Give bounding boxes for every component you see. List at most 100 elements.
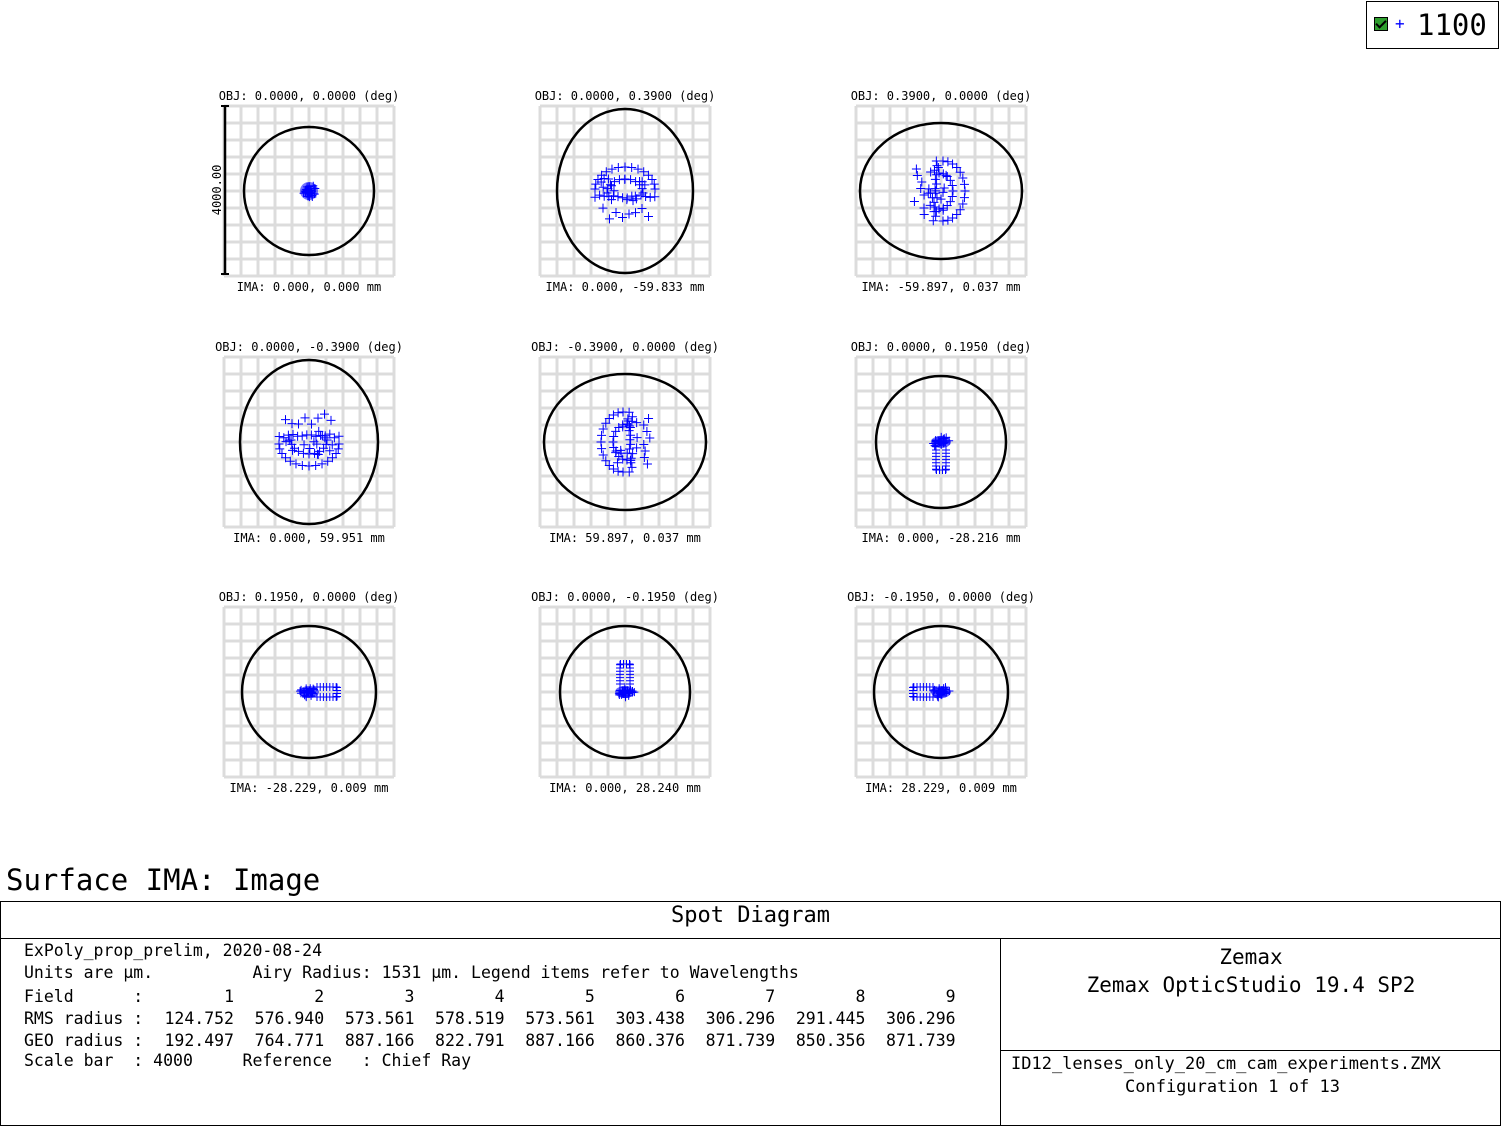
spot-marker: [326, 415, 336, 425]
spot-marker: [955, 205, 965, 215]
spot-marker: [285, 456, 295, 466]
spot-marker: [320, 433, 330, 443]
obj-label: OBJ: -0.1950, 0.0000 (deg): [847, 590, 1035, 604]
spot-marker: [637, 204, 647, 214]
spot-marker: [608, 410, 618, 420]
spot-marker: [627, 462, 637, 472]
spot-marker: [302, 430, 312, 440]
spot-marker: [590, 184, 600, 194]
spot-marker: [598, 450, 608, 460]
spot-marker: [927, 193, 937, 203]
spot-core: [300, 182, 318, 200]
spot-marker: [640, 446, 650, 456]
geo-value: 822.791: [435, 1031, 505, 1050]
spot-marker: [632, 443, 642, 453]
spot-diagram-plots: OBJ: 0.0000, 0.0000 (deg) IMA: 0.000, 0.0…: [210, 89, 1035, 795]
spot-marker: [624, 444, 634, 454]
spot-marker: [604, 414, 614, 424]
spot-marker: [333, 444, 343, 454]
rms-value: 573.561: [525, 1009, 595, 1028]
spot-marker: [932, 170, 942, 180]
product-name: Zemax OpticStudio 19.4 SP2: [1086, 973, 1416, 997]
spot-marker: [930, 202, 940, 212]
field-number: 6: [675, 987, 685, 1006]
spot-marker: [300, 413, 310, 423]
field-row-label: Field :: [24, 987, 144, 1006]
spot-marker: [317, 431, 327, 441]
spot-marker: [649, 179, 659, 189]
rms-value: 291.445: [795, 1009, 866, 1028]
spot-marker: [925, 200, 935, 210]
geo-value: 887.166: [525, 1031, 595, 1050]
spot-marker: [618, 422, 628, 432]
spot-marker: [291, 459, 301, 469]
field-number: 5: [584, 987, 595, 1006]
spot-marker: [605, 214, 614, 224]
spot-marker: [274, 432, 284, 442]
ima-label: IMA: 0.000, 59.951 mm: [233, 531, 385, 545]
spot-marker: [622, 448, 632, 458]
rms-value: 306.296: [886, 1009, 956, 1028]
spot-marker: [647, 174, 657, 184]
spot-marker: [959, 193, 969, 203]
plus-marker-icon: +: [1395, 14, 1405, 33]
spot-marker: [936, 194, 946, 204]
spot-marker: [591, 179, 601, 189]
spot-marker: [293, 431, 303, 441]
spot-marker: [931, 186, 941, 196]
frame-title: Spot Diagram: [671, 903, 830, 928]
spot-marker: [613, 163, 623, 173]
spot-marker: [311, 460, 321, 470]
spot-marker: [622, 195, 632, 205]
spot-marker: [279, 433, 289, 443]
scale-line: Scale bar : 4000 Reference : Chief Ray: [24, 1051, 472, 1070]
ima-label: IMA: -59.897, 0.037 mm: [862, 280, 1021, 294]
rms-value: 303.438: [615, 1009, 685, 1028]
spot-marker: [628, 196, 638, 206]
geo-value: 871.739: [886, 1031, 956, 1050]
spot-marker: [952, 209, 962, 219]
spot-marker: [916, 184, 926, 193]
spot-marker: [623, 414, 633, 424]
spot-marker: [945, 175, 955, 185]
geo-value: 860.376: [615, 1031, 685, 1050]
spot-marker: [926, 167, 936, 177]
spot-marker: [334, 431, 344, 441]
spot-marker: [939, 183, 949, 193]
spot-marker: [613, 192, 623, 202]
spot-marker: [596, 437, 606, 447]
spot-plot: OBJ: 0.0000, -0.3900 (deg) IMA: 0.000, 59…: [215, 340, 403, 545]
obj-label: OBJ: 0.0000, 0.0000 (deg): [219, 89, 400, 103]
airy-circle: [240, 624, 378, 760]
spot-marker: [608, 464, 618, 474]
field-number: 4: [494, 987, 505, 1006]
spot-marker: [947, 180, 957, 190]
spot-marker: [275, 444, 285, 454]
spot-marker: [606, 195, 616, 205]
ima-label: IMA: 28.229, 0.009 mm: [865, 781, 1017, 795]
spot-marker: [626, 430, 636, 440]
spot-marker: [952, 163, 962, 173]
checkbox-icon[interactable]: [1374, 17, 1388, 31]
spot-marker: [938, 187, 948, 197]
file-name: ID12_lenses_only_20_cm_cam_experiments.Z…: [1011, 1054, 1441, 1074]
spot-marker: [930, 174, 940, 184]
field-number: 9: [945, 987, 956, 1006]
obj-label: OBJ: 0.3900, 0.0000 (deg): [851, 89, 1032, 103]
spot-marker: [943, 215, 953, 225]
spot-marker: [932, 161, 942, 171]
spot-marker: [288, 429, 298, 439]
spot-plot: OBJ: 0.0000, 0.3900 (deg) IMA: 0.000, -59…: [535, 89, 716, 294]
legend-wavelength: 1100: [1417, 8, 1487, 42]
obj-label: OBJ: 0.0000, -0.3900 (deg): [215, 340, 403, 354]
spot-plot: OBJ: 0.0000, 0.0000 (deg) IMA: 0.000, 0.0…: [219, 89, 400, 294]
divider: [0, 938, 1501, 939]
spot-marker: [298, 448, 308, 458]
spot-marker: [595, 190, 605, 200]
spot-marker: [320, 409, 329, 419]
spot-marker: [627, 163, 637, 173]
spot-marker: [625, 435, 635, 445]
description-line: ExPoly_prop_prelim, 2020-08-24: [24, 941, 323, 960]
spot-plot: OBJ: 0.0000, 0.1950 (deg) IMA: 0.000, -28…: [851, 340, 1032, 545]
spot-marker: [626, 439, 636, 449]
